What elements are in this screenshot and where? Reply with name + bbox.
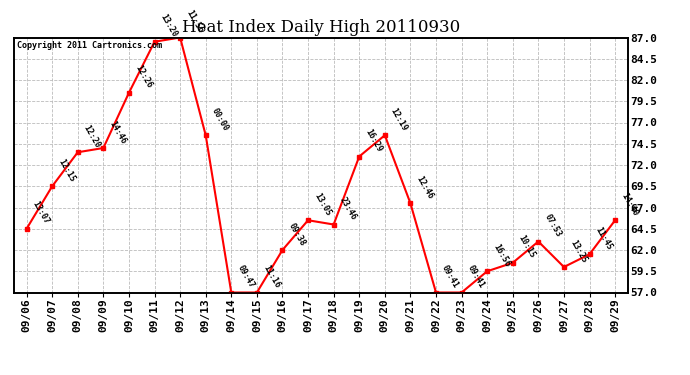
Text: 13:07: 13:07 (31, 200, 51, 226)
Text: 12:26: 12:26 (133, 64, 153, 90)
Text: 09:41: 09:41 (440, 264, 460, 290)
Text: 12:15: 12:15 (57, 158, 77, 183)
Text: 13:20: 13:20 (159, 13, 179, 39)
Text: 09:38: 09:38 (286, 221, 307, 247)
Text: 12:19: 12:19 (389, 106, 409, 132)
Text: Copyright 2011 Cartronics.com: Copyright 2011 Cartronics.com (17, 41, 162, 50)
Title: Heat Index Daily High 20110930: Heat Index Daily High 20110930 (181, 19, 460, 36)
Text: 00:00: 00:00 (210, 106, 230, 132)
Text: 16:29: 16:29 (364, 128, 384, 154)
Text: 09:41: 09:41 (466, 264, 486, 290)
Text: 12:46: 12:46 (415, 174, 435, 201)
Text: 12:20: 12:20 (82, 123, 102, 150)
Text: 11:45: 11:45 (593, 225, 614, 252)
Text: 14:40: 14:40 (619, 191, 640, 217)
Text: 13:05: 13:05 (312, 191, 333, 217)
Text: 16:56: 16:56 (491, 242, 511, 268)
Text: 13:25: 13:25 (568, 238, 589, 264)
Text: 14:46: 14:46 (108, 119, 128, 145)
Text: 23:46: 23:46 (338, 196, 358, 222)
Text: 11:16: 11:16 (261, 264, 282, 290)
Text: 10:15: 10:15 (517, 234, 538, 260)
Text: 07:53: 07:53 (542, 213, 563, 239)
Text: 11:56: 11:56 (184, 9, 204, 35)
Text: 09:47: 09:47 (235, 264, 256, 290)
